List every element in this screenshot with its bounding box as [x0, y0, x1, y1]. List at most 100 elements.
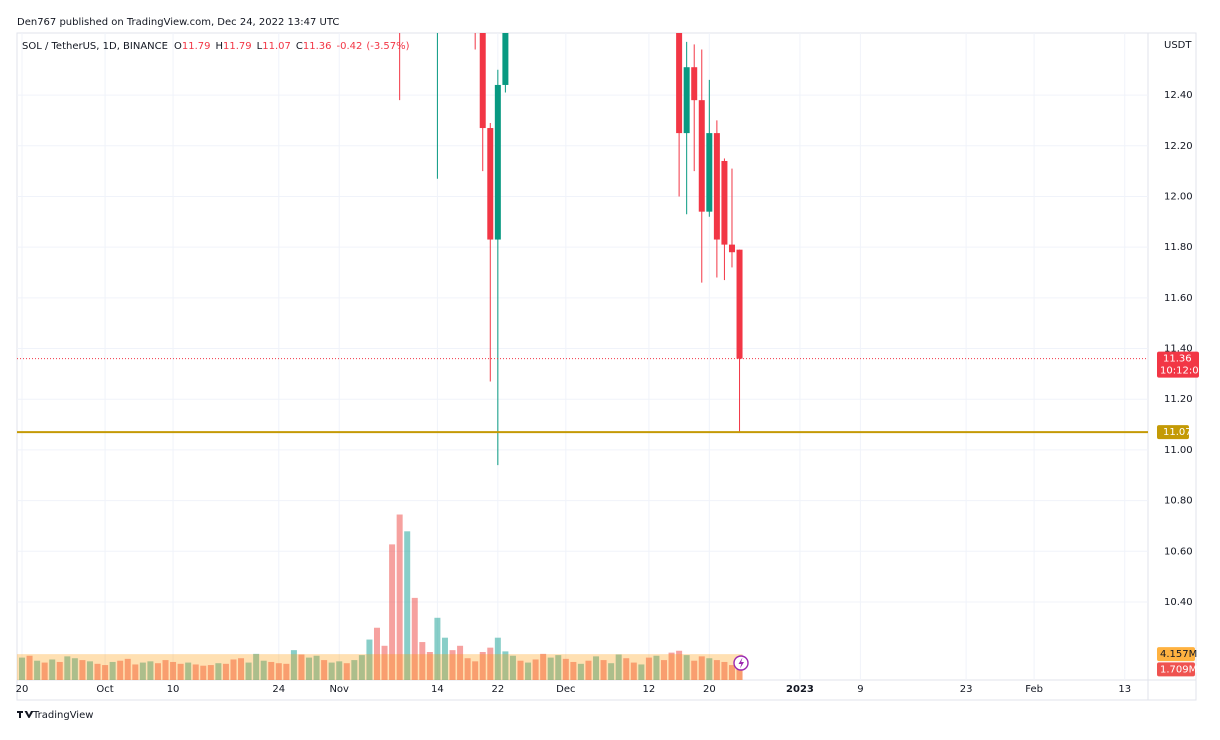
volume-bar — [487, 647, 494, 680]
candle-body — [502, 33, 509, 85]
x-tick-label: 10 — [167, 684, 180, 695]
countdown-label: 10:12:08 — [1160, 366, 1205, 377]
publish-header: Den767 published on TradingView.com, Dec… — [17, 17, 339, 28]
legend-open: 11.79 — [182, 41, 211, 52]
volume-bar — [275, 663, 282, 680]
volume-bar — [290, 650, 297, 680]
hline-label: 11.07 — [1163, 427, 1192, 438]
volume-bar — [358, 655, 365, 680]
candle-body — [494, 84, 501, 240]
volume-bar — [71, 658, 78, 680]
alert-icon[interactable] — [733, 655, 749, 671]
volume-bar — [540, 653, 547, 680]
overlays: 12.40 12.20 12.00 11.80 11.60 11.40 11.20 11.00… — [16, 90, 1205, 695]
legend-change: -0.42 — [337, 41, 363, 52]
volume-bar — [139, 662, 146, 680]
volume-bar — [336, 661, 343, 680]
volume-bar — [132, 664, 139, 680]
last-price-tag — [1157, 351, 1199, 378]
volume-bar — [653, 655, 660, 680]
volume-bar — [706, 658, 713, 680]
x-tick-label: Nov — [329, 684, 349, 695]
volume-bar — [555, 655, 562, 680]
volume-bar — [200, 665, 207, 680]
candle-body — [728, 244, 735, 253]
volume-bar — [683, 655, 690, 680]
y-tick-label: 11.40 — [1164, 344, 1193, 355]
volume-bar — [56, 661, 63, 680]
volume-bar — [479, 652, 486, 680]
y-tick-label: 10.80 — [1164, 496, 1193, 507]
volume-bar — [449, 650, 456, 680]
volume-bar — [26, 655, 33, 680]
volume-bar — [64, 656, 71, 680]
volume-bar — [638, 664, 645, 680]
volume-bar — [283, 663, 290, 680]
volume-bar — [623, 658, 630, 680]
volume-bar — [721, 661, 728, 680]
volume-bar — [170, 661, 177, 680]
hline-tag — [1157, 425, 1189, 440]
volume-bar — [532, 659, 539, 680]
alert-icon-bolt[interactable] — [738, 657, 745, 669]
volume-bar — [472, 661, 479, 680]
x-tick-label: 24 — [272, 684, 285, 695]
y-tick-label: 10.60 — [1164, 546, 1193, 557]
x-tick-label: 13 — [1118, 684, 1131, 695]
brand-name[interactable]: TradingView — [32, 710, 93, 721]
volume-bar — [593, 656, 600, 680]
volume-bar — [109, 661, 116, 680]
volume-bar — [668, 652, 675, 680]
volume-bar — [34, 660, 41, 680]
y-tick-label: 10.40 — [1164, 597, 1193, 608]
candle-body — [683, 67, 690, 134]
volume-bar — [585, 660, 592, 680]
last-volume-label: 1.709M — [1160, 664, 1197, 675]
volume-bar — [154, 663, 161, 680]
volume-pane — [17, 514, 743, 680]
volume-bar — [215, 663, 222, 680]
legend-close: 11.36 — [303, 41, 332, 52]
volume-bar — [321, 660, 328, 680]
volume-bar — [661, 660, 668, 680]
volume-bar — [645, 657, 652, 680]
volume-bar — [102, 665, 109, 680]
volume-bar — [630, 662, 637, 680]
volume-bar — [306, 657, 313, 680]
volume-bar — [600, 660, 607, 680]
candle-body — [721, 160, 728, 245]
volume-bar — [230, 659, 237, 680]
candle-body — [479, 33, 486, 129]
brand-logo[interactable]: TradingView — [17, 710, 93, 721]
x-tick-label: Feb — [1025, 684, 1043, 695]
volume-bar — [260, 660, 267, 680]
volume-bar — [207, 665, 214, 680]
volume-bar — [298, 654, 305, 680]
x-tick-label: Oct — [96, 684, 113, 695]
volume-bar — [49, 659, 56, 680]
x-tick-label: 14 — [431, 684, 444, 695]
volume-bar — [41, 662, 48, 680]
volume-bar — [577, 663, 584, 680]
volume-bar — [713, 660, 720, 680]
volume-ma-label: 4.157M — [1160, 649, 1197, 660]
legend-l-label: L — [257, 41, 263, 52]
legend-change-pct: (-3.57%) — [366, 41, 409, 52]
volume-bar — [396, 514, 403, 680]
volume-bar — [373, 627, 380, 680]
volume-bar — [79, 660, 86, 680]
volume-bar — [238, 658, 245, 680]
volume-bar — [185, 662, 192, 680]
volume-bar — [245, 662, 252, 680]
volume-bar — [404, 531, 411, 680]
volume-bar — [419, 642, 426, 680]
y-tick-label: 11.20 — [1164, 394, 1193, 405]
volume-bar — [177, 663, 184, 680]
volume-bar — [366, 639, 373, 680]
brand-mark[interactable] — [17, 711, 34, 718]
volume-bar — [441, 637, 448, 680]
volume-bar — [86, 661, 93, 680]
